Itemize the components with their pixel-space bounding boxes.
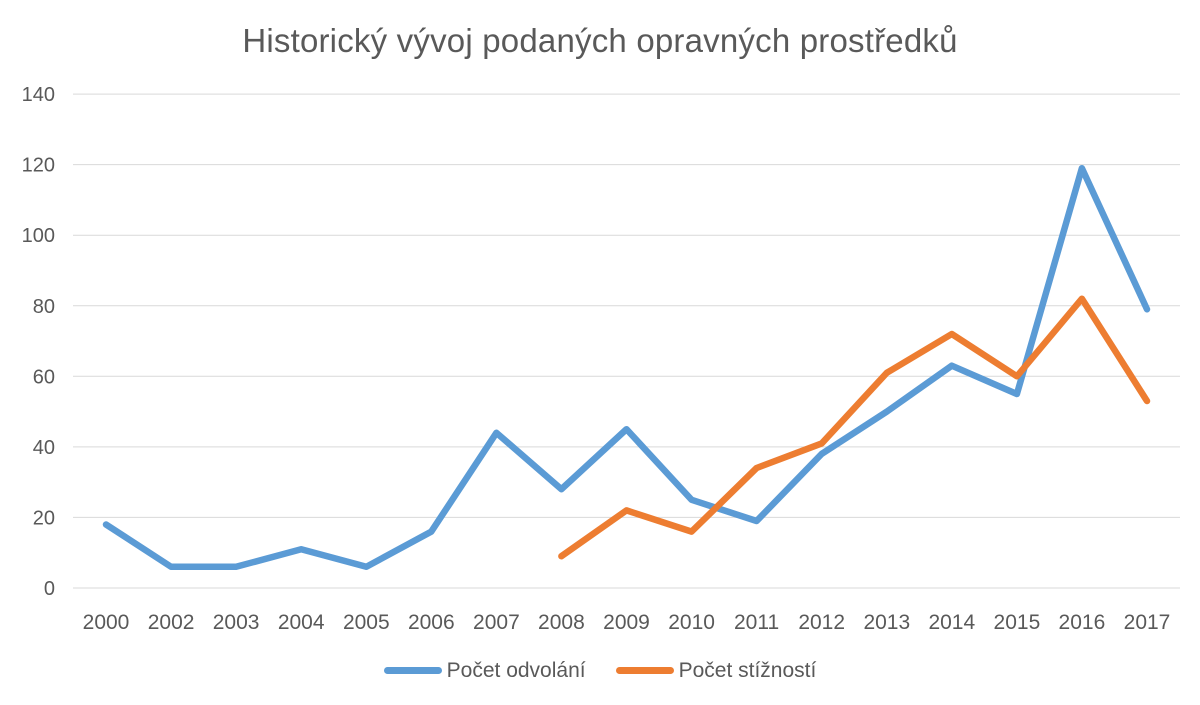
x-axis-tick-label: 2003: [213, 611, 260, 634]
legend: Počet odvolání Počet stížností: [0, 659, 1200, 682]
legend-line-marker-icon: [383, 667, 442, 675]
y-axis-tick-label: 0: [44, 578, 55, 600]
x-axis-tick-label: 2009: [603, 611, 650, 634]
legend-line-marker-icon: [615, 667, 674, 675]
x-axis-tick-label: 2010: [668, 611, 715, 634]
legend-item-pocet-odvolani: Počet odvolání: [383, 659, 586, 682]
y-axis-tick-label: 60: [33, 366, 55, 388]
x-axis-tick-label: 2011: [734, 611, 779, 634]
y-axis-tick-label: 80: [33, 296, 55, 318]
y-axis-tick-label: 100: [22, 225, 55, 247]
y-axis-tick-label: 120: [22, 155, 55, 177]
x-axis-tick-label: 2007: [473, 611, 520, 634]
x-axis-tick-label: 2000: [83, 611, 130, 634]
legend-item-pocet-stiznosti: Počet stížností: [615, 659, 817, 682]
x-axis-tick-label: 2012: [798, 611, 845, 634]
legend-label-pocet-stiznosti: Počet stížností: [678, 659, 817, 682]
x-axis-tick-label: 2017: [1124, 611, 1171, 634]
x-axis-tick-label: 2013: [863, 611, 910, 634]
series-line-1: [558, 295, 1151, 560]
x-axis-tick-label: 2002: [148, 611, 195, 634]
y-axis-tick-label: 40: [33, 437, 55, 459]
x-axis-tick-label: 2014: [928, 611, 975, 634]
x-axis-tick-label: 2006: [408, 611, 455, 634]
x-axis-tick-label: 2005: [343, 611, 390, 634]
x-axis-tick-label: 2008: [538, 611, 585, 634]
legend-label-pocet-odvolani: Počet odvolání: [446, 659, 586, 682]
x-axis-tick-label: 2004: [278, 611, 325, 634]
x-axis-tick-label: 2016: [1059, 611, 1106, 634]
y-axis-tick-label: 140: [22, 84, 55, 106]
series-line-0: [102, 164, 1151, 571]
x-axis-tick-label: 2015: [994, 611, 1041, 634]
y-axis-tick-label: 20: [33, 507, 55, 529]
chart-title: Historický vývoj podaných opravných pros…: [242, 22, 958, 59]
